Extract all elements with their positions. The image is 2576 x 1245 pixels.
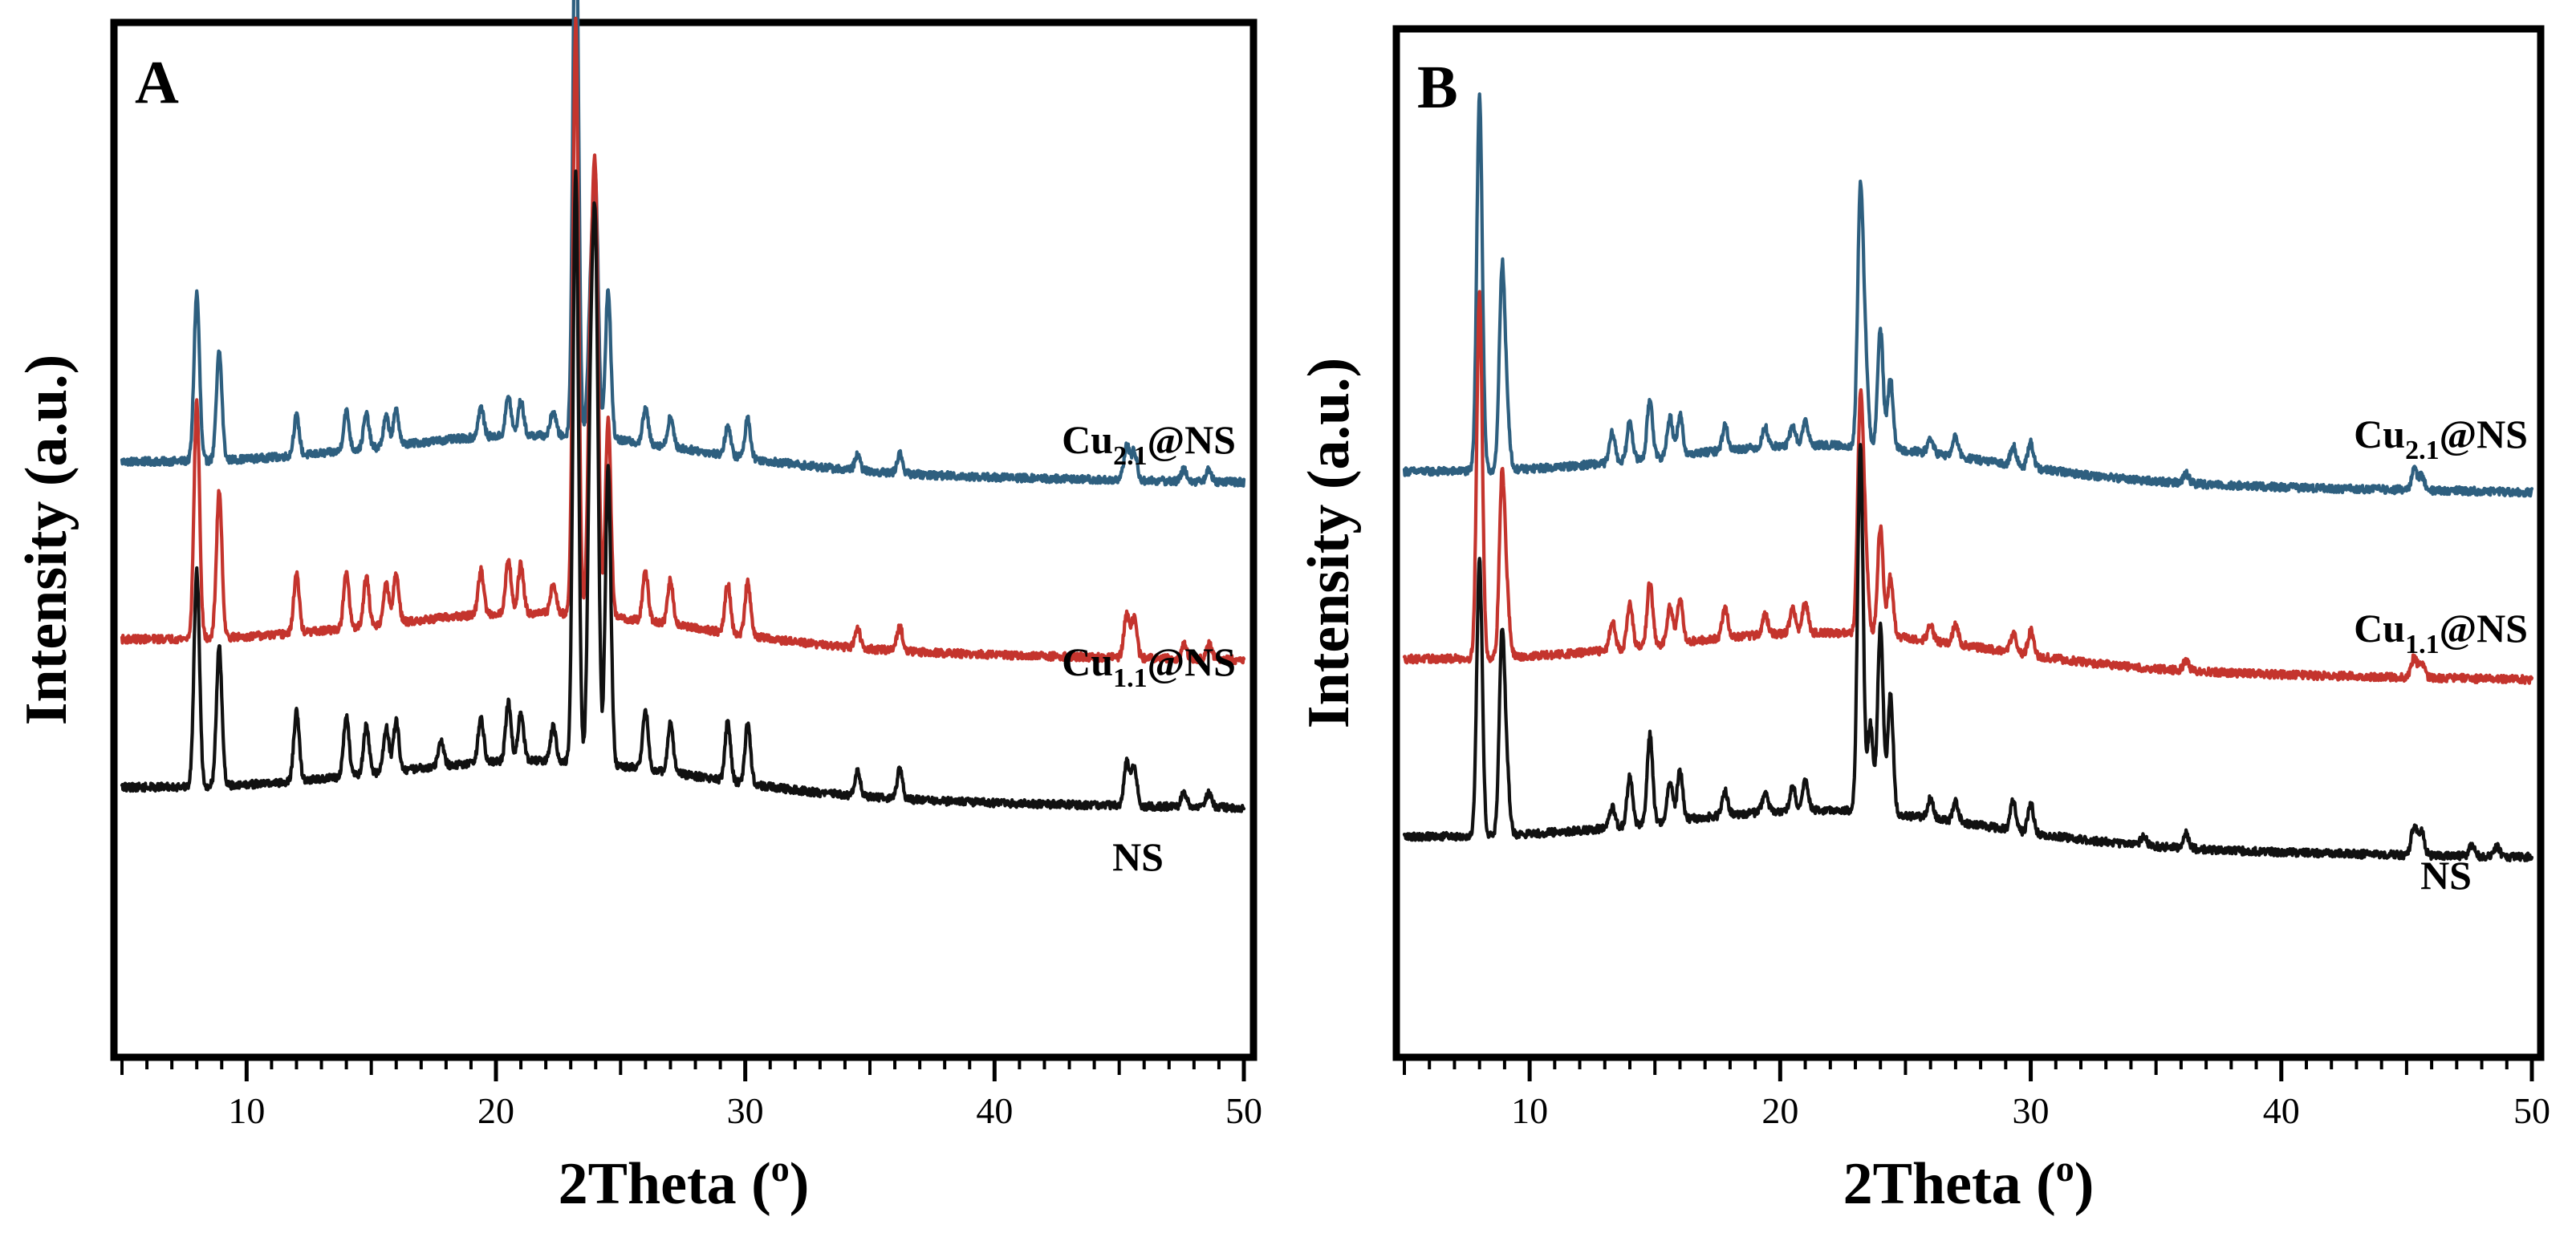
panel-b-series-label-2: NS	[2420, 853, 2472, 898]
panel-a-y-axis-title: Intensity (a.u.)	[14, 355, 79, 726]
panel-b-letter: B	[1417, 54, 1458, 121]
panel-b-y-axis-title: Intensity (a.u.)	[1296, 358, 1362, 729]
panel-b-x-tick-label: 30	[2013, 1090, 2050, 1131]
panel-b-series-label-0: Cu2.1@NS	[2354, 412, 2528, 465]
panel-b-trace-0	[1402, 92, 2534, 498]
panel-a-letter: A	[135, 49, 179, 116]
panel-a-x-tick-label: 20	[477, 1090, 514, 1131]
panel-b-x-tick-label: 40	[2263, 1090, 2300, 1131]
panel-b-trace-2	[1402, 443, 2534, 862]
panel-b-x-tick-label: 20	[1761, 1090, 1798, 1131]
panel-a-series-label-1: Cu1.1@NS	[1062, 639, 1236, 693]
panel-a-traces	[120, 0, 1246, 813]
panel-a-x-axis-title: 2Theta (o)	[559, 1148, 810, 1217]
panel-b: B 10 20 30 40 50 Cu2.1@NS Cu1.1@NS NS 2Theta (…	[1296, 25, 2550, 1217]
panel-a-plot-frame	[110, 18, 1258, 1061]
panel-b-trace-1	[1402, 290, 2534, 685]
panel-b-traces	[1402, 92, 2534, 862]
panel-b-series-labels: Cu2.1@NS Cu1.1@NS NS	[2354, 412, 2528, 898]
panel-a-x-tick-label: 50	[1225, 1090, 1262, 1131]
panel-a-trace-0	[120, 0, 1246, 488]
panel-a-trace-1	[120, 16, 1246, 666]
panel-b-x-axis: 10 20 30 40 50	[1403, 1060, 2550, 1131]
panel-b-series-label-1: Cu1.1@NS	[2354, 606, 2528, 659]
panel-a-x-axis: 10 20 30 40 50	[120, 1060, 1262, 1131]
panel-a: A 10 20 30 40 50 Cu2.1@NS Cu1.1@NS NS 2Theta (…	[14, 0, 1262, 1217]
panel-a-series-labels: Cu2.1@NS Cu1.1@NS NS	[1062, 417, 1236, 879]
panel-a-series-label-2: NS	[1112, 834, 1164, 879]
panel-a-series-label-0: Cu2.1@NS	[1062, 417, 1236, 471]
panel-b-x-tick-label: 50	[2513, 1090, 2550, 1131]
panel-b-x-tick-label: 10	[1511, 1090, 1548, 1131]
panel-b-x-axis-title: 2Theta (o)	[1843, 1148, 2095, 1217]
panel-a-trace-2	[120, 169, 1246, 813]
panel-a-x-tick-label: 30	[727, 1090, 764, 1131]
panel-a-x-tick-label: 10	[228, 1090, 265, 1131]
panel-a-x-tick-label: 40	[976, 1090, 1013, 1131]
panel-b-plot-frame	[1392, 25, 2545, 1061]
